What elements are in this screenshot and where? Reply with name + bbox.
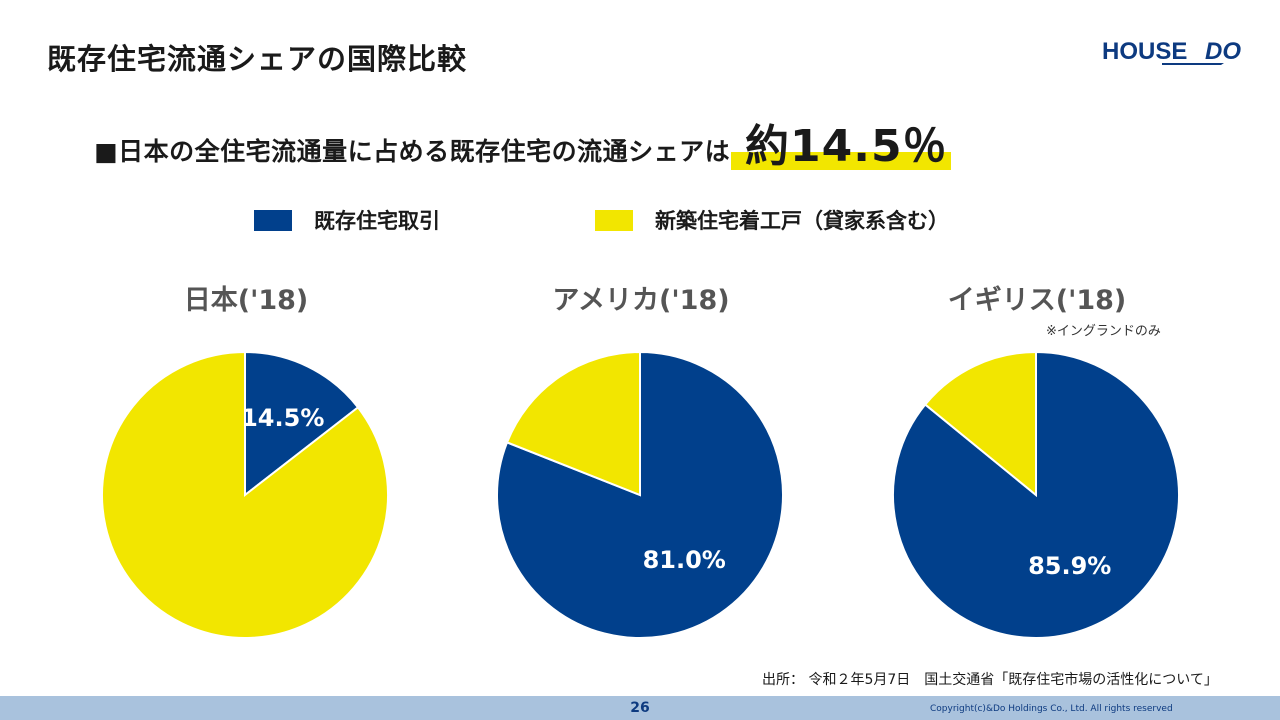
pie-slice-new: [505, 350, 641, 497]
highlight-share: 約14.5％: [731, 108, 951, 172]
source-citation: 出所： 令和２年5月7日 国土交通省「既存住宅市場の活性化について」: [762, 672, 1218, 688]
legend-swatch-existing: [254, 209, 292, 231]
pie-slice-existing: [244, 350, 360, 498]
highlight-value: 約14.5％: [745, 121, 948, 172]
legend-swatch-new: [595, 209, 633, 231]
pie-data-label: 14.5%: [241, 404, 324, 432]
legend-label-existing: 既存住宅取引: [314, 209, 440, 233]
copyright: Copyright(c)&Do Holdings Co., Ltd. All r…: [930, 704, 1173, 714]
pie-slice-new: [923, 350, 1037, 498]
footer-bar: [0, 696, 1280, 720]
page-number: 26: [630, 700, 650, 716]
legend-label-new: 新築住宅着工戸（貸家系含む）: [655, 209, 949, 233]
pie-data-label: 81.0%: [643, 546, 726, 574]
legend-existing: 既存住宅取引: [254, 205, 440, 235]
pie-chart-japan: 14.5%: [101, 350, 389, 639]
logo-underline: [1162, 63, 1224, 65]
headline: ■日本の全住宅流通量に占める既存住宅の流通シェアは: [94, 137, 731, 166]
housedo-logo: HOUSE DO: [1102, 38, 1241, 65]
chart-title-japan: 日本('18): [183, 285, 309, 316]
page-title: 既存住宅流通シェアの国際比較: [47, 42, 468, 76]
pie-data-label: 85.9%: [1028, 552, 1111, 580]
pie-slice-new: [101, 350, 389, 639]
pie-chart-uk: 85.9%: [892, 350, 1180, 639]
pie-chart-usa: 81.0%: [496, 350, 784, 639]
uk-note: ※イングランドのみ: [1046, 324, 1161, 339]
legend-new: 新築住宅着工戸（貸家系含む）: [595, 205, 949, 235]
highlight-bar: [731, 152, 951, 170]
logo-text-house: HOUSE: [1102, 38, 1187, 65]
chart-title-uk: イギリス('18): [947, 285, 1127, 316]
logo-text-do: DO: [1205, 38, 1241, 65]
pie-slice-existing: [892, 350, 1180, 639]
chart-title-usa: アメリカ('18): [552, 285, 730, 316]
